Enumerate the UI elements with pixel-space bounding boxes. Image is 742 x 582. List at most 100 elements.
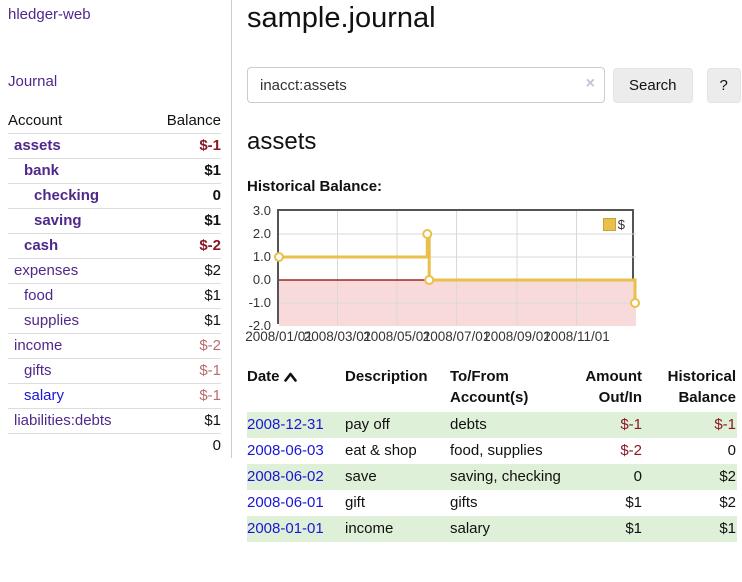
account-row: gifts $-1 [8,358,221,384]
legend-swatch-icon [602,218,616,231]
x-tick-label: 2008/07/01 [422,329,491,344]
transaction-amount: $1 [625,494,642,511]
account-balance: $1 [204,162,221,179]
chart-svg [274,211,641,326]
accounts-total-row: 0 [8,433,221,459]
search-button[interactable]: Search [613,67,693,103]
account-link[interactable]: salary [24,387,65,404]
account-link[interactable]: supplies [24,312,80,329]
y-tick-label: -2.0 [248,318,271,333]
account-link[interactable]: saving [34,212,82,229]
transaction-description: pay off [345,416,390,433]
transaction-date-link[interactable]: 2008-06-03 [247,442,324,459]
account-row: expenses $2 [8,258,221,284]
register-row: 2008-06-01 gift gifts $1 $2 [247,490,737,516]
register-header-amount: Amount Out/In [585,368,642,406]
transaction-accounts: saving, checking [450,468,561,485]
transaction-date-link[interactable]: 2008-06-01 [247,494,324,511]
account-link[interactable]: income [14,337,63,354]
account-balance: $1 [204,287,221,304]
main-content: sample.journal × Search ? assets Histori… [232,0,742,542]
account-row: salary $-1 [8,383,221,409]
transaction-date-link[interactable]: 2008-12-31 [247,416,324,433]
account-row: cash $-2 [8,233,221,259]
transaction-balance: $-1 [714,416,736,433]
account-link[interactable]: checking [34,187,100,204]
account-balance: $-2 [199,237,221,254]
transaction-accounts: debts [450,416,487,433]
register-table: Date Description To/From Account(s) Amou… [247,364,737,542]
accounts-header-row: Account Balance [8,110,221,134]
accounts-header-balance: Balance [166,112,221,129]
accounts-header-account: Account [8,112,63,129]
account-link[interactable]: food [24,287,54,304]
transaction-balance: 0 [727,442,736,459]
account-row: supplies $1 [8,308,221,334]
chart-plot-area: 3.0 2.0 1.0 0.0 -1.0 -2.0 2008/01/01 2008/03/0… [245,204,641,344]
sidebar: hledger-web Journal Account Balance asse… [0,0,232,458]
x-tick-label: 2008/09/01 [483,329,551,344]
transaction-accounts: gifts [450,494,478,511]
account-link[interactable]: bank [24,162,60,179]
register-header-balance: Historical Balance [667,368,736,406]
register-header-date[interactable]: Date [247,364,345,412]
y-tick-label: 3.0 [252,203,271,218]
register-table-body: 2008-12-31 pay off debts $-1 $-1 2008-06… [247,412,737,542]
transaction-accounts: salary [450,520,491,537]
brand-link[interactable]: hledger-web [8,6,91,23]
sidebar-item-journal[interactable]: Journal [8,73,58,90]
account-heading: assets [247,128,317,155]
page-title: sample.journal [247,2,436,34]
chart-legend: $ [602,217,625,232]
account-balance: $-1 [199,362,221,379]
x-tick-label: 2008/05/01 [363,329,431,344]
historical-balance-label: Historical Balance: [247,178,383,195]
account-row: bank $1 [8,158,221,184]
accounts-table: Account Balance assets $-1 bank $1 check… [8,110,221,458]
transaction-amount: 0 [633,468,642,485]
search-input[interactable] [247,67,605,103]
y-tick-label: 2.0 [252,226,271,241]
transaction-date-link[interactable]: 2008-01-01 [247,520,324,537]
x-tick-label: 2008/03/01 [303,329,372,344]
account-balance: $2 [204,262,221,279]
transaction-description: gift [345,494,366,511]
historical-balance-chart: 3.0 2.0 1.0 0.0 -1.0 -2.0 2008/01/01 2008/03/0… [245,204,741,344]
account-balance: $-1 [199,137,221,154]
y-tick-label: 1.0 [252,249,271,264]
sort-asc-icon [283,367,297,388]
account-balance: $1 [204,412,221,429]
account-link[interactable]: expenses [14,262,79,279]
account-row: liabilities:debts $1 [8,408,221,434]
help-button[interactable]: ? [706,67,741,103]
search-box: × [247,67,605,103]
transaction-description: income [345,520,394,537]
account-link[interactable]: cash [24,237,59,254]
account-row: income $-2 [8,333,221,359]
x-tick-label: 2008/11/01 [543,329,610,344]
register-header-row: Date Description To/From Account(s) Amou… [247,364,737,412]
transaction-description: save [345,468,377,485]
clear-search-icon[interactable]: × [585,75,595,92]
register-row: 2008-06-02 save saving, checking 0 $2 [247,464,737,490]
transaction-balance: $2 [719,468,736,485]
x-tick-label: 2008/01/01 [245,329,313,344]
account-row: checking 0 [8,183,221,209]
transaction-description: eat & shop [345,442,417,459]
accounts-total-value: 0 [212,437,221,454]
register-header-description: Description [345,368,428,385]
transaction-amount: $1 [625,520,642,537]
account-balance: $1 [204,212,221,229]
account-link[interactable]: assets [14,137,61,154]
transaction-balance: $2 [719,494,736,511]
account-row: food $1 [8,283,221,309]
transaction-amount: $-2 [620,442,642,459]
account-link[interactable]: liabilities:debts [14,412,112,429]
account-table-body: assets $-1 bank $1 checking 0 saving $1 … [8,133,221,434]
register-row: 2008-12-31 pay off debts $-1 $-1 [247,412,737,438]
account-row: assets $-1 [8,133,221,159]
transaction-date-link[interactable]: 2008-06-02 [247,468,324,485]
register-header-accounts: To/From Account(s) [450,368,529,406]
account-link[interactable]: gifts [24,362,52,379]
